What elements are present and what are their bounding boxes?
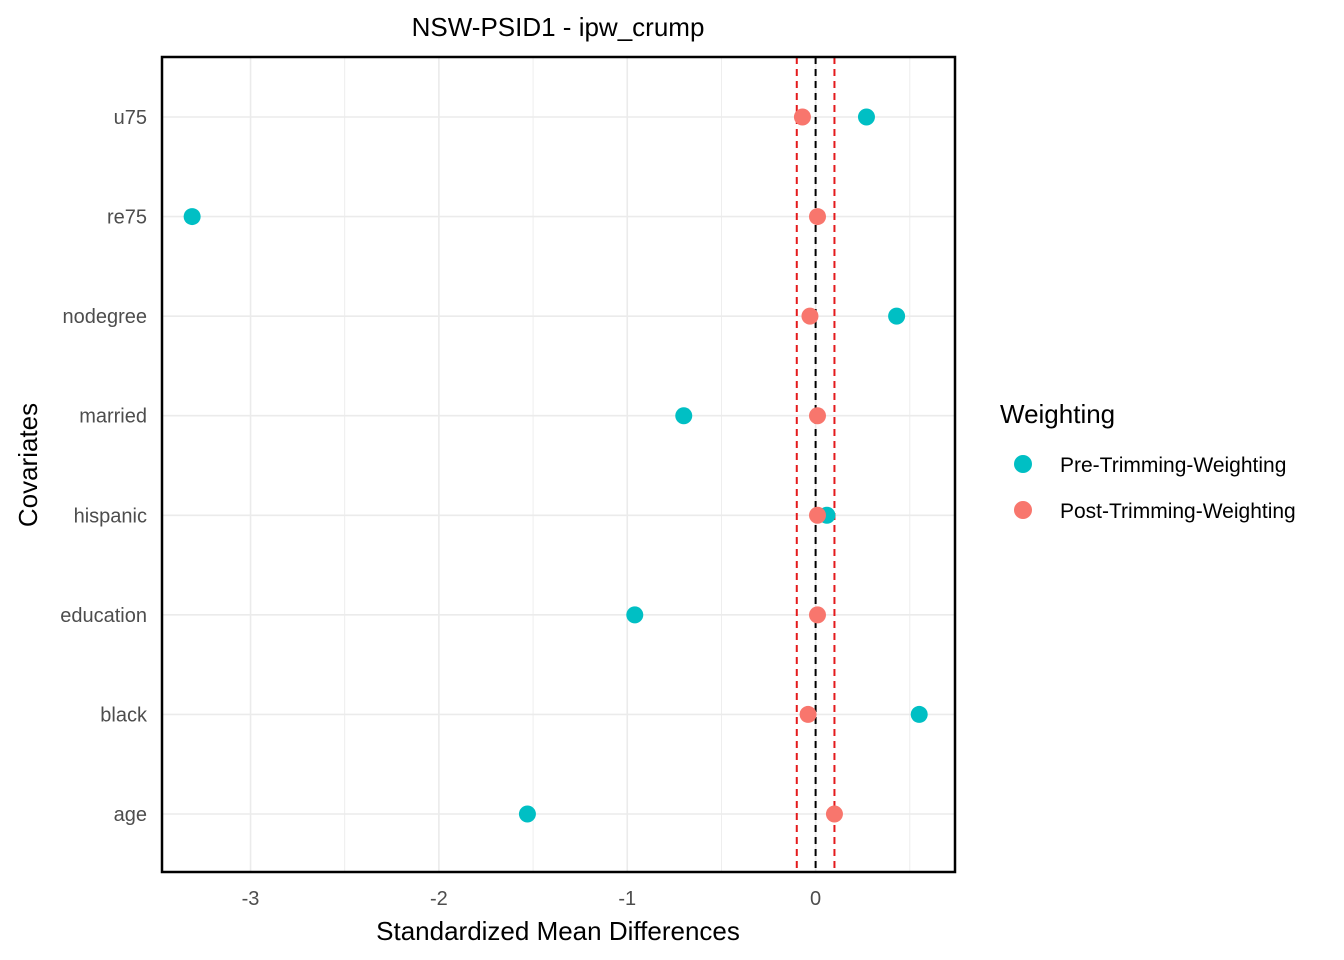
- point-pre-trimming-weighting-black: [910, 705, 928, 723]
- y-tick-label: black: [100, 704, 148, 726]
- y-tick-label: married: [79, 406, 147, 428]
- chart-title: NSW-PSID1 - ipw_crump: [412, 12, 705, 42]
- x-tick-label: -3: [242, 888, 260, 910]
- y-tick-label: age: [114, 804, 147, 826]
- point-post-trimming-weighting-hispanic: [808, 506, 826, 524]
- x-tick-labels: -3 -2 -1 0: [242, 888, 822, 910]
- point-post-trimming-weighting-black: [799, 705, 817, 723]
- legend-items: Pre-Trimming-Weighting Post-Trimming-Weig…: [1014, 454, 1296, 523]
- point-pre-trimming-weighting-u75: [857, 108, 875, 126]
- x-tick-label: -1: [618, 888, 636, 910]
- y-tick-label: education: [60, 605, 147, 627]
- y-tick-labels: age black education hispanic married nodegree…: [60, 107, 148, 826]
- legend-key: [1014, 501, 1032, 519]
- point-pre-trimming-weighting-married: [675, 407, 693, 425]
- y-tick-label: nodegree: [62, 306, 147, 328]
- point-post-trimming-weighting-married: [808, 407, 826, 425]
- y-tick-label: re75: [107, 207, 147, 229]
- y-tick-label: u75: [114, 107, 147, 129]
- point-pre-trimming-weighting-nodegree: [888, 307, 906, 325]
- point-post-trimming-weighting-u75: [793, 108, 811, 126]
- point-pre-trimming-weighting-age: [518, 805, 536, 823]
- x-axis-title: Standardized Mean Differences: [376, 916, 740, 946]
- panel-border: [160, 55, 957, 874]
- legend-title: Weighting: [1000, 399, 1115, 429]
- point-post-trimming-weighting-education: [808, 606, 826, 624]
- point-post-trimming-weighting-nodegree: [801, 307, 819, 325]
- grid-layer: [162, 57, 955, 872]
- point-post-trimming-weighting-age: [825, 805, 843, 823]
- legend-key: [1014, 455, 1032, 473]
- y-tick-label: hispanic: [74, 505, 147, 527]
- point-post-trimming-weighting-re75: [808, 208, 826, 226]
- reference-lines: [795, 57, 836, 872]
- legend-label: Pre-Trimming-Weighting: [1060, 454, 1286, 477]
- x-tick-label: -2: [430, 888, 448, 910]
- point-pre-trimming-weighting-education: [626, 606, 644, 624]
- legend-label: Post-Trimming-Weighting: [1060, 500, 1296, 523]
- point-pre-trimming-weighting-re75: [183, 208, 201, 226]
- points-layer: [183, 108, 928, 823]
- legend: Weighting Pre-Trimming-Weighting Post-Tri…: [1000, 399, 1296, 523]
- y-axis-title: Covariates: [13, 403, 43, 527]
- x-tick-label: 0: [810, 888, 821, 910]
